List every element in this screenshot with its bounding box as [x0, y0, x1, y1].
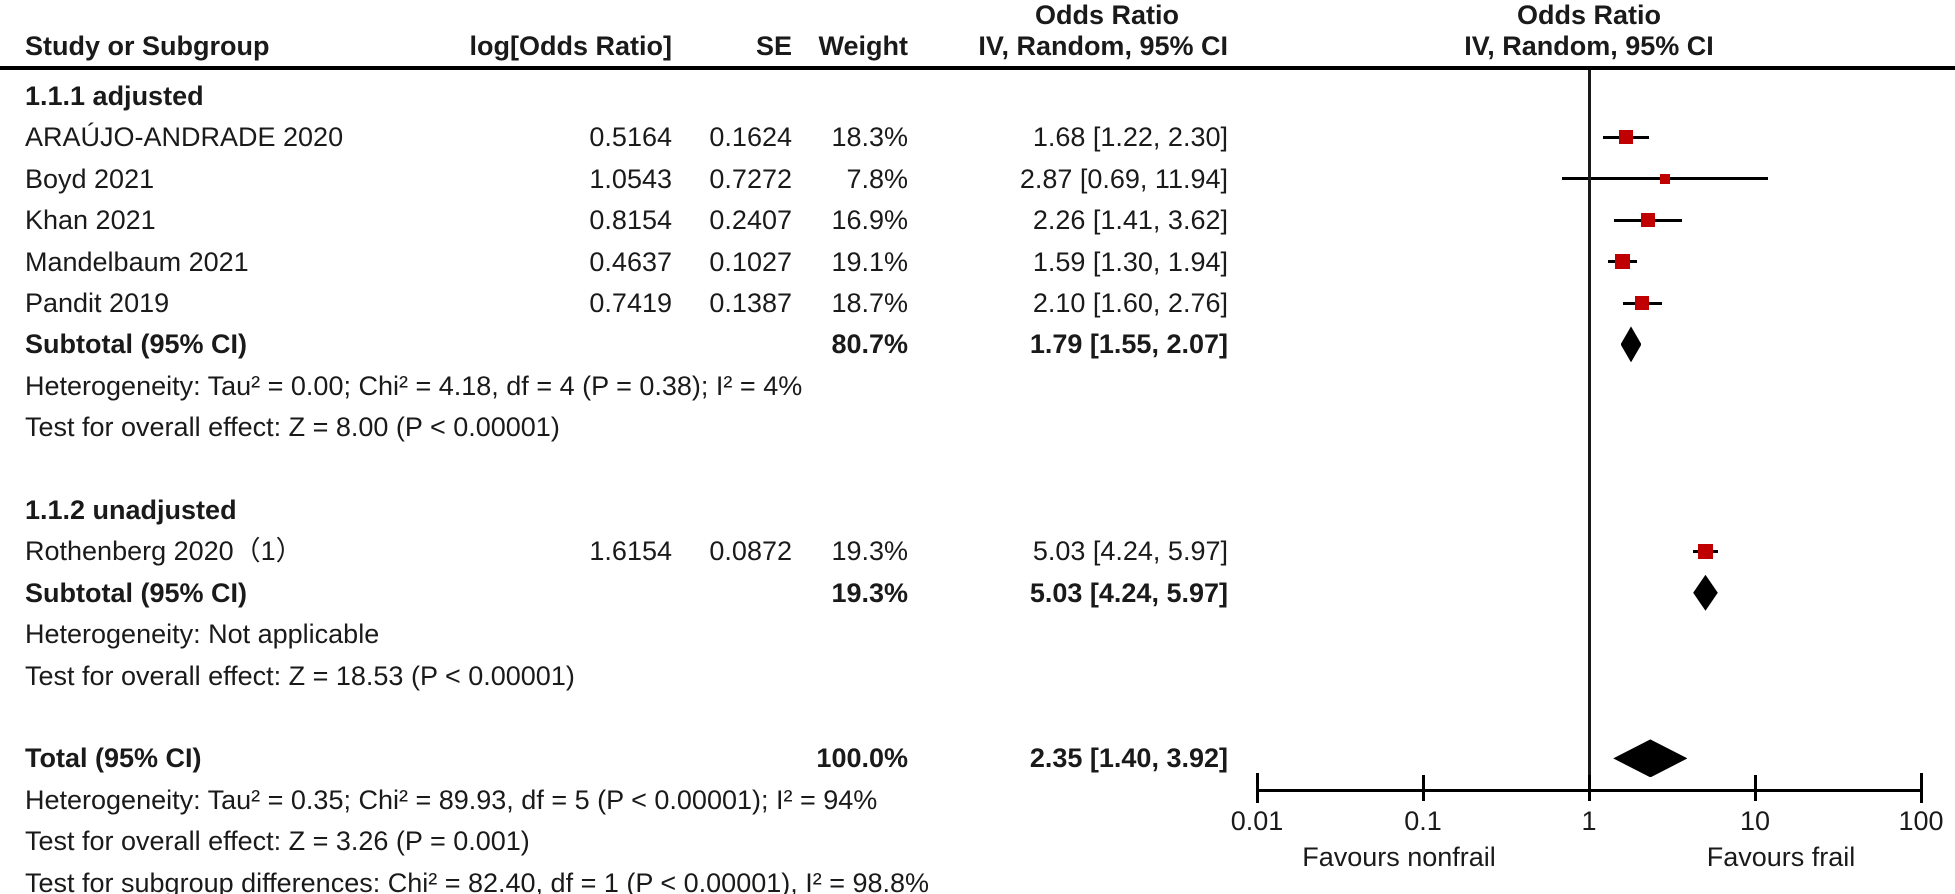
stats-line: Test for overall effect: Z = 3.26 (P = 0… — [25, 826, 530, 857]
study-label: Subtotal (95% CI) — [25, 577, 248, 608]
column-header-study: Study or Subgroup — [25, 31, 270, 61]
forest-row: ARAÚJO-ANDRADE 2020 0.5164 0.1624 18.3% 1.68… — [0, 117, 1955, 157]
x-axis-tick — [1421, 775, 1425, 801]
or-point-marker — [1640, 213, 1655, 228]
weight-value: 19.3% — [831, 577, 908, 608]
forest-row: Pandit 2019 0.7419 0.1387 18.7% 2.10 [1.60, … — [0, 283, 1955, 323]
ci-text-value: 1.68 [1.22, 2.30] — [1032, 122, 1228, 153]
log-odds-ratio-value: 0.8154 — [589, 205, 672, 236]
or-point-marker — [1697, 543, 1713, 559]
log-odds-ratio-value: 1.6154 — [589, 536, 672, 567]
forest-row: Test for subgroup differences: Chi² = 82… — [0, 863, 1955, 894]
ci-text-value: 2.35 [1.40, 3.92] — [1029, 743, 1228, 774]
log-odds-ratio-value: 0.7419 — [589, 288, 672, 318]
forest-row: Mandelbaum 2021 0.4637 0.1027 19.1% 1.59 [1.… — [0, 242, 1955, 282]
forest-row: 1.1.1 adjusted — [0, 76, 1955, 116]
forest-row: Heterogeneity: Tau² = 0.35; Chi² = 89.93… — [0, 780, 1955, 820]
forest-row: Boyd 2021 1.0543 0.7272 7.8% 2.87 [0.69, 11.… — [0, 159, 1955, 199]
x-axis-tick-label: 1 — [1581, 806, 1597, 836]
x-axis-tick-label: 0.1 — [1404, 806, 1442, 836]
study-label: Khan 2021 — [25, 205, 156, 236]
stats-line: Test for overall effect: Z = 8.00 (P < 0… — [25, 412, 560, 443]
x-axis-tick — [1919, 773, 1923, 803]
log-odds-ratio-value: 1.0543 — [589, 163, 672, 194]
weight-value: 100.0% — [816, 743, 908, 774]
log-odds-ratio-value: 0.4637 — [589, 246, 672, 277]
x-axis-tick-label: 10 — [1739, 806, 1771, 836]
ci-text-value: 2.87 [0.69, 11.94] — [1019, 163, 1228, 194]
x-axis-tick — [1255, 773, 1259, 803]
ci-text-value: 1.59 [1.30, 1.94] — [1032, 246, 1228, 277]
se-value: 0.0872 — [709, 536, 792, 567]
forest-row: 1.1.2 unadjusted — [0, 490, 1955, 530]
column-header-ci-text: IV, Random, 95% CI — [978, 31, 1228, 61]
forest-row: Subtotal (95% CI) 19.3% 5.03 [4.24, 5.97] — [0, 573, 1955, 613]
ci-text-value: 2.10 [1.60, 2.76] — [1032, 288, 1228, 318]
study-label: Subtotal (95% CI) — [25, 329, 248, 360]
column-header-logor: log[Odds Ratio] — [469, 31, 672, 61]
weight-value: 7.8% — [846, 163, 908, 194]
se-value: 0.7272 — [709, 163, 792, 194]
study-label: Pandit 2019 — [25, 288, 170, 318]
x-axis-tick-label: 100 — [1898, 806, 1944, 836]
study-label: Boyd 2021 — [25, 163, 155, 194]
forest-row: Test for overall effect: Z = 18.53 (P < … — [0, 656, 1955, 696]
forest-row: Rothenberg 2020（1） 1.6154 0.0872 19.3% 5.03 … — [0, 531, 1955, 571]
or-point-marker — [1619, 130, 1634, 145]
null-effect-line — [1587, 70, 1591, 790]
se-value: 0.1624 — [709, 122, 792, 153]
subgroup-heading: 1.1.2 unadjusted — [25, 495, 237, 525]
x-axis-tick — [1753, 775, 1757, 801]
se-value: 0.1027 — [709, 246, 792, 277]
column-header-ci-plot: IV, Random, 95% CI — [1464, 31, 1714, 61]
stats-line: Heterogeneity: Tau² = 0.00; Chi² = 4.18,… — [25, 370, 803, 401]
weight-value: 18.7% — [831, 288, 908, 318]
forest-row: Subtotal (95% CI) 80.7% 1.79 [1.55, 2.07] — [0, 324, 1955, 364]
column-header-weight: Weight — [818, 31, 909, 61]
stats-line: Heterogeneity: Tau² = 0.35; Chi² = 89.93… — [25, 784, 878, 815]
favours-left-label: Favours nonfrail — [1302, 842, 1496, 872]
forest-row: Heterogeneity: Not applicable — [0, 614, 1955, 654]
x-axis-tick-label: 0.01 — [1230, 806, 1284, 836]
x-axis-tick — [1587, 775, 1591, 801]
study-label: ARAÚJO-ANDRADE 2020 — [25, 122, 344, 153]
study-label: Rothenberg 2020（1） — [25, 536, 303, 567]
ci-text-value: 5.03 [4.24, 5.97] — [1032, 536, 1228, 567]
or-point-marker — [1635, 296, 1650, 310]
log-odds-ratio-value: 0.5164 — [589, 122, 672, 153]
forest-row: Test for overall effect: Z = 3.26 (P = 0… — [0, 821, 1955, 861]
study-label: Mandelbaum 2021 — [25, 246, 249, 277]
column-header-se: SE — [755, 31, 792, 61]
weight-value: 80.7% — [831, 329, 908, 360]
odds-ratio-header-right: Odds Ratio — [1516, 0, 1661, 30]
se-value: 0.1387 — [709, 288, 792, 318]
se-value: 0.2407 — [709, 205, 792, 236]
ci-text-value: 2.26 [1.41, 3.62] — [1032, 205, 1228, 236]
header-underline — [0, 66, 1955, 70]
ci-text-value: 5.03 [4.24, 5.97] — [1029, 577, 1228, 608]
forest-row: Khan 2021 0.8154 0.2407 16.9% 2.26 [1.41, 3.… — [0, 200, 1955, 240]
weight-value: 19.3% — [831, 536, 908, 567]
or-point-marker — [1614, 254, 1630, 270]
odds-ratio-header-left: Odds Ratio — [1034, 0, 1179, 30]
forest-row: Total (95% CI) 100.0% 2.35 [1.40, 3.92] — [0, 738, 1955, 778]
weight-value: 18.3% — [831, 122, 908, 153]
weight-value: 16.9% — [831, 205, 908, 236]
favours-right-label: Favours frail — [1706, 842, 1856, 872]
study-label: Total (95% CI) — [25, 743, 202, 774]
stats-line: Heterogeneity: Not applicable — [25, 619, 380, 650]
or-point-marker — [1660, 173, 1670, 184]
weight-value: 19.1% — [831, 246, 908, 277]
pooled-diamond — [1620, 326, 1642, 363]
ci-text-value: 1.79 [1.55, 2.07] — [1029, 329, 1228, 360]
subgroup-heading: 1.1.1 adjusted — [25, 81, 204, 111]
forest-row: Test for overall effect: Z = 8.00 (P < 0… — [0, 407, 1955, 447]
forest-row: Heterogeneity: Tau² = 0.00; Chi² = 4.18,… — [0, 366, 1955, 406]
stats-line: Test for subgroup differences: Chi² = 82… — [25, 867, 930, 894]
stats-line: Test for overall effect: Z = 18.53 (P < … — [25, 660, 575, 691]
